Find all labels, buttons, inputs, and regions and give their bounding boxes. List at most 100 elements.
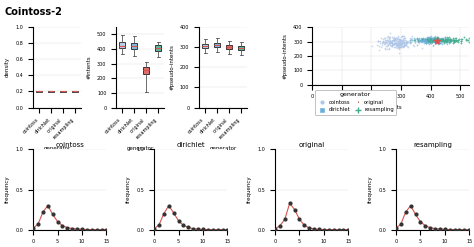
- Point: [432, 39, 440, 43]
- Point: [428, 38, 436, 42]
- Point: [431, 40, 439, 43]
- Point: [407, 204, 414, 207]
- Point: [386, 43, 393, 47]
- Point: [415, 39, 422, 43]
- Legend: cointoss, dirichlet, original, resampling: cointoss, dirichlet, original, resamplin…: [315, 90, 396, 115]
- Point: [430, 38, 438, 41]
- Point: [412, 212, 419, 216]
- Point: [396, 42, 403, 46]
- Point: [393, 43, 401, 47]
- Point: [429, 38, 437, 42]
- Point: [434, 37, 441, 41]
- Point: [427, 39, 434, 42]
- Point: [392, 38, 400, 42]
- Point: [457, 39, 465, 43]
- Point: [444, 36, 452, 40]
- Y-axis label: frequency: frequency: [247, 176, 252, 203]
- Text: Cointoss-2: Cointoss-2: [5, 7, 63, 17]
- Point: [392, 40, 400, 44]
- Point: [433, 39, 441, 43]
- Point: [461, 228, 468, 232]
- Point: [404, 45, 411, 49]
- Point: [410, 38, 418, 42]
- Point: [447, 39, 454, 43]
- PathPatch shape: [226, 45, 232, 49]
- Point: [422, 39, 430, 43]
- Point: [438, 42, 446, 46]
- Point: [418, 39, 425, 43]
- Point: [424, 40, 432, 44]
- Point: [391, 37, 398, 41]
- Point: [428, 39, 436, 43]
- Point: [443, 39, 451, 42]
- Point: [396, 42, 404, 46]
- Point: [389, 38, 396, 42]
- Point: [418, 37, 425, 41]
- Point: [432, 38, 439, 42]
- Point: [449, 36, 457, 40]
- Point: [385, 46, 392, 50]
- Point: [439, 37, 447, 41]
- Point: [432, 38, 440, 42]
- Point: [437, 39, 445, 42]
- Point: [385, 37, 392, 41]
- Point: [393, 44, 401, 48]
- Point: [383, 35, 391, 39]
- Point: [440, 36, 447, 40]
- Point: [384, 34, 392, 38]
- Point: [427, 35, 434, 39]
- Point: [436, 36, 443, 40]
- Point: [414, 39, 422, 43]
- Point: [394, 42, 401, 46]
- Point: [431, 38, 438, 42]
- Point: [407, 38, 414, 42]
- Point: [382, 41, 389, 44]
- Point: [93, 228, 100, 232]
- Point: [432, 40, 440, 44]
- Point: [380, 36, 388, 40]
- Point: [398, 41, 405, 45]
- Point: [441, 38, 449, 42]
- Point: [395, 51, 403, 55]
- Point: [376, 41, 384, 45]
- Point: [170, 211, 177, 215]
- Point: [419, 39, 427, 43]
- Y-axis label: frequency: frequency: [5, 176, 10, 203]
- Point: [441, 227, 448, 231]
- Point: [444, 37, 451, 41]
- Point: [419, 37, 427, 41]
- Point: [401, 44, 408, 48]
- Point: [433, 40, 441, 44]
- Point: [421, 39, 429, 43]
- Point: [404, 41, 411, 44]
- Point: [374, 42, 381, 46]
- Point: [394, 37, 401, 41]
- Point: [379, 41, 387, 44]
- Point: [432, 40, 439, 43]
- Point: [414, 37, 422, 41]
- Point: [422, 41, 430, 45]
- Point: [411, 40, 419, 44]
- Point: [390, 38, 398, 42]
- Point: [442, 37, 450, 41]
- Point: [432, 39, 439, 43]
- Point: [441, 35, 448, 39]
- Point: [398, 34, 406, 38]
- Point: [424, 38, 431, 41]
- Point: [422, 39, 430, 42]
- Point: [398, 41, 405, 45]
- Point: [450, 40, 458, 43]
- Point: [44, 204, 52, 207]
- Point: [391, 36, 398, 40]
- Point: [374, 39, 382, 43]
- Point: [400, 41, 408, 45]
- Point: [401, 41, 409, 45]
- Point: [432, 39, 440, 42]
- Point: [427, 38, 435, 42]
- Point: [426, 37, 433, 41]
- Point: [413, 36, 421, 40]
- Point: [392, 36, 400, 40]
- Point: [431, 40, 439, 44]
- Point: [429, 38, 437, 42]
- Point: [431, 226, 439, 230]
